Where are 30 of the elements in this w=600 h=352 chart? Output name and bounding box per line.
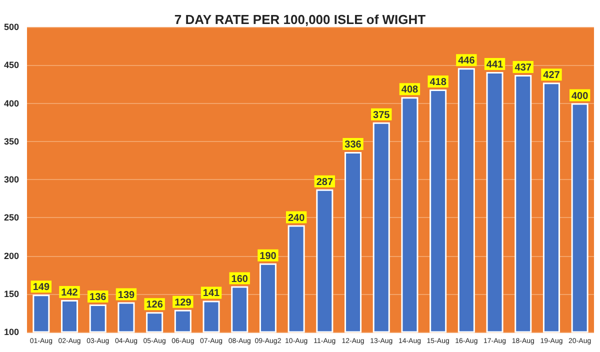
data-label: 160 bbox=[231, 274, 248, 285]
data-label: 336 bbox=[344, 140, 362, 151]
data-label: 139 bbox=[118, 290, 136, 301]
data-label: 240 bbox=[288, 212, 306, 224]
data-label: 400 bbox=[571, 90, 589, 102]
data-label: 126 bbox=[146, 300, 164, 311]
data-label: 129 bbox=[174, 297, 192, 308]
data-label: 441 bbox=[486, 59, 504, 70]
y-tick-label: 400 bbox=[4, 98, 19, 108]
data-label: 141 bbox=[202, 288, 220, 300]
y-tick-label: 200 bbox=[4, 250, 19, 261]
y-tick-label: 150 bbox=[4, 288, 19, 299]
data-label: 437 bbox=[514, 62, 532, 74]
y-tick-label: 250 bbox=[4, 212, 19, 223]
y-tick-label: 100 bbox=[4, 327, 19, 337]
y-tick-label: 450 bbox=[4, 60, 19, 70]
data-label: 427 bbox=[543, 70, 560, 82]
chart-title: 7 DAY RATE PER 100,000 ISLE of WIGHT bbox=[174, 12, 426, 27]
data-label: 142 bbox=[61, 287, 78, 298]
y-tick-label: 350 bbox=[4, 136, 19, 146]
data-label: 190 bbox=[260, 250, 277, 262]
data-label: 149 bbox=[32, 282, 50, 294]
data-label: 136 bbox=[90, 292, 107, 304]
data-label: 446 bbox=[458, 56, 476, 67]
data-label: 408 bbox=[401, 84, 419, 96]
data-label: 287 bbox=[316, 176, 334, 188]
y-tick-label: 300 bbox=[4, 174, 19, 184]
y-tick-label: 500 bbox=[4, 22, 19, 32]
data-label: 375 bbox=[373, 110, 390, 121]
data-label: 418 bbox=[430, 77, 447, 88]
